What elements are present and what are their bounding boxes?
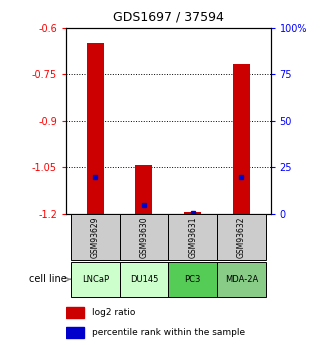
Bar — [87, 42, 104, 214]
Text: cell line: cell line — [29, 274, 70, 284]
Bar — [168, 214, 217, 260]
Bar — [233, 64, 250, 214]
Bar — [71, 214, 119, 260]
Text: GSM93632: GSM93632 — [237, 216, 246, 258]
Text: PC3: PC3 — [184, 275, 201, 284]
Text: GSM93631: GSM93631 — [188, 216, 197, 258]
Text: GSM93630: GSM93630 — [140, 216, 148, 258]
Bar — [217, 262, 266, 297]
Title: GDS1697 / 37594: GDS1697 / 37594 — [113, 11, 224, 24]
Bar — [119, 262, 168, 297]
Text: MDA-2A: MDA-2A — [225, 275, 258, 284]
Bar — [217, 214, 266, 260]
Text: GSM93629: GSM93629 — [91, 216, 100, 258]
Text: LNCaP: LNCaP — [82, 275, 109, 284]
Bar — [66, 307, 84, 318]
Text: log2 ratio: log2 ratio — [92, 308, 136, 317]
Bar — [184, 213, 201, 214]
Bar — [119, 214, 168, 260]
Text: DU145: DU145 — [130, 275, 158, 284]
Text: percentile rank within the sample: percentile rank within the sample — [92, 328, 246, 337]
Bar — [168, 262, 217, 297]
Bar — [66, 327, 84, 338]
Bar — [135, 165, 152, 214]
Bar — [71, 262, 119, 297]
